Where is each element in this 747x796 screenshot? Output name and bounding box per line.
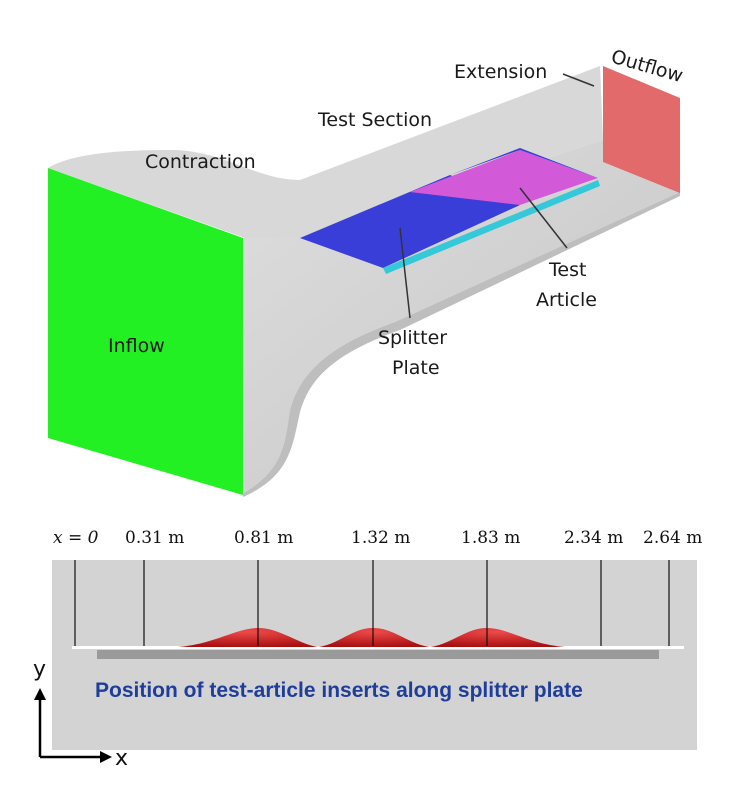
label-test-section: Test Section: [317, 109, 432, 131]
position-label-183: 1.83 m: [461, 528, 520, 548]
splitter-plate-edge: [383, 180, 600, 274]
position-label-132: 1.32 m: [351, 528, 410, 548]
label-splitter-line2: Plate: [392, 357, 440, 379]
label-splitter-line1: Splitter: [378, 327, 447, 349]
label-test-article-line2: Article: [536, 289, 597, 311]
position-label-264: 2.64 m: [643, 528, 702, 548]
label-test-article-line1: Test: [548, 259, 586, 281]
wind-tunnel-3d: Contraction Test Section Extension Outfl…: [48, 46, 685, 497]
y-arrow-head: [34, 688, 46, 700]
outflow-face: [603, 66, 680, 193]
position-label-031: 0.31 m: [125, 528, 184, 548]
extension-leader: [562, 73, 595, 87]
plate-top-surface: [72, 646, 684, 649]
axes-indicator: y x: [33, 657, 128, 771]
x-axis-label: x: [115, 746, 128, 771]
label-inflow: Inflow: [108, 335, 165, 357]
position-label-0: x = 0: [53, 528, 99, 548]
position-label-081: 0.81 m: [234, 528, 293, 548]
x-arrow-head: [100, 751, 112, 763]
y-axis-label: y: [33, 657, 46, 682]
position-markers: [74, 560, 670, 646]
label-contraction: Contraction: [145, 151, 256, 173]
position-label-234: 2.34 m: [564, 528, 623, 548]
tunnel-top-surface: [48, 66, 603, 238]
plate-section-caption: Position of test-article inserts along s…: [95, 679, 583, 702]
splitter-plate-leader: [399, 227, 411, 319]
test-article-leader: [519, 187, 568, 249]
inflow-face: [48, 168, 243, 495]
label-extension: Extension: [454, 61, 547, 83]
test-article-bump-3: [430, 628, 565, 647]
plate-section-diagram: x = 0 0.31 m 0.81 m 1.32 m 1.83 m 2.34 m…: [33, 528, 702, 771]
test-article-bump-2: [318, 628, 430, 647]
test-article-region: [410, 150, 598, 205]
test-article-bump-1: [178, 628, 318, 647]
splitter-plate-bar: [97, 650, 659, 659]
